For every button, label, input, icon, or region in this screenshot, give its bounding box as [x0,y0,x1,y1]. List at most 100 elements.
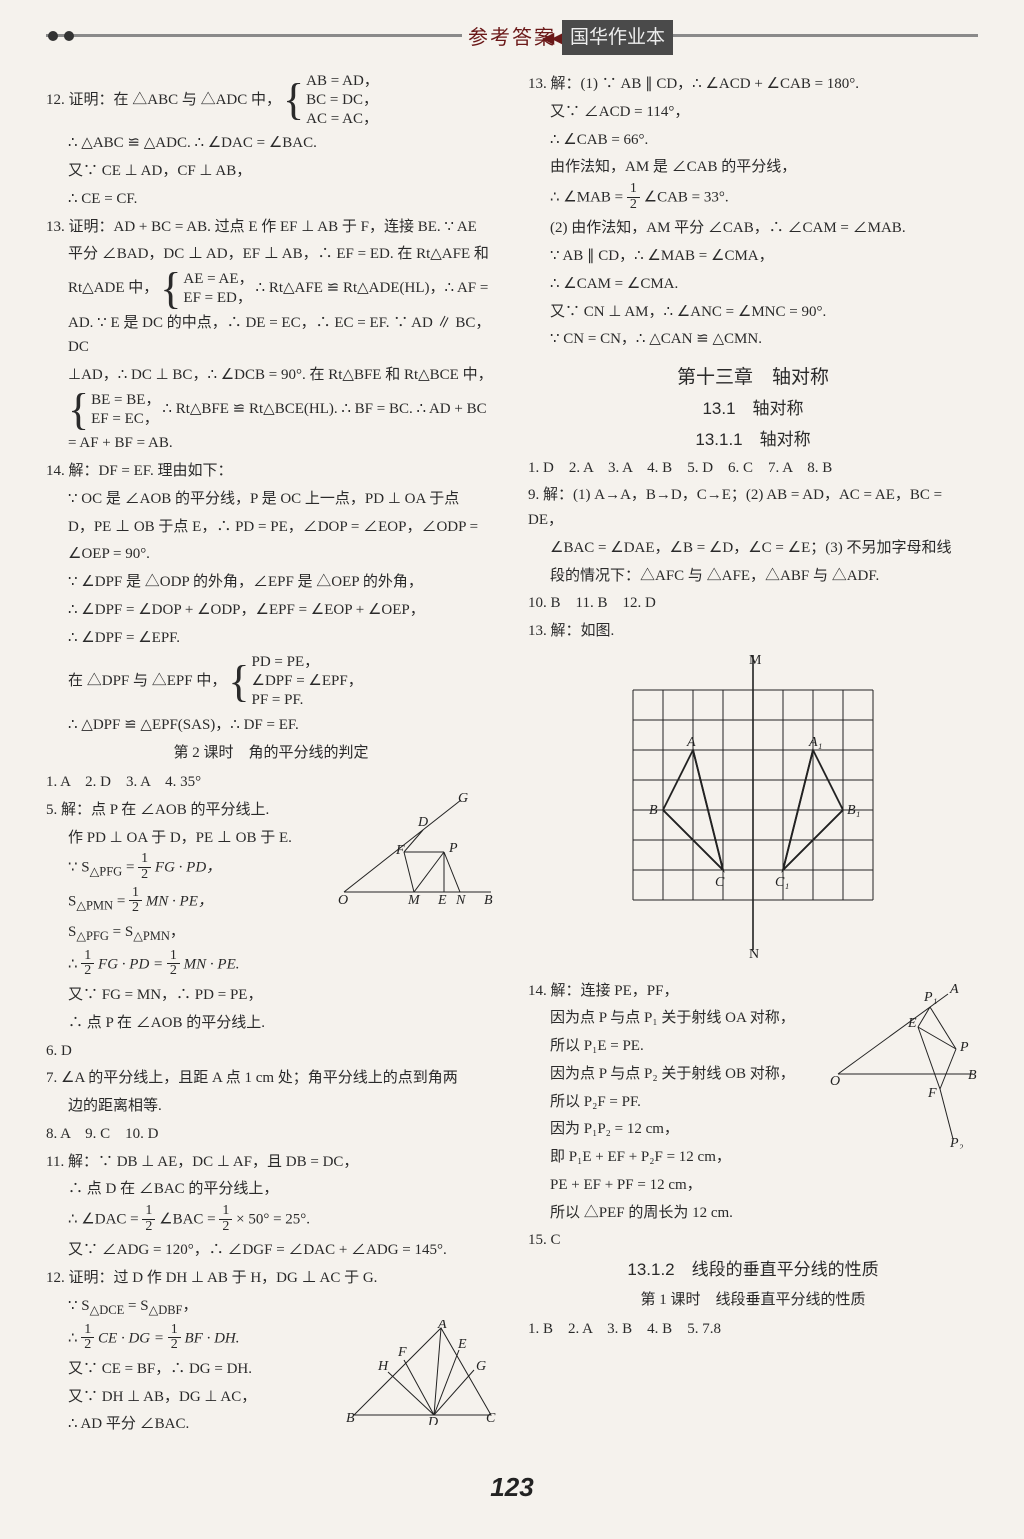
q14-brace: 在 △DPF 与 △EPF 中， { PD = PE， ∠DPF = ∠EPF，… [46,653,496,709]
svg-text:C₁: C₁ [775,875,789,890]
q11-eq: ∴ ∠DAC = 12 ∠BAC = 12 × 50° = 25°. [46,1205,496,1235]
svg-text:F: F [395,843,405,858]
r13-line: 由作法知，AM 是 ∠CAB 的平分线， [528,155,978,180]
svg-text:C: C [486,1411,496,1425]
svg-text:B₁: B₁ [847,803,860,818]
q12-proof-open: 12. 证明：在 △ABC 与 △ADC 中， { AB = AD， BC = … [46,72,496,128]
figure-aob: O M E N B F P D G [336,792,496,907]
q14-line: 所以 △PEF 的周长为 12 cm. [528,1201,978,1226]
r13-line: 又∵ ∠ACD = 114°， [528,100,978,125]
q14-line: ∴ ∠DPF = ∠EPF. [46,626,496,651]
svg-text:A: A [437,1320,447,1332]
q13-line: 平分 ∠BAD，DC ⊥ AD，EF ⊥ AB，∴ EF = ED. 在 Rt△… [46,242,496,267]
q12-line: ∴ △ABC ≌ △ADC. ∴ ∠DAC = ∠BAC. [46,131,496,156]
section-13-1-2-title: 13.1.2 线段的垂直平分线的性质 [528,1256,978,1284]
q12b-line: 12. 证明：过 D 作 DH ⊥ AB 于 H，DG ⊥ AC 于 G. [46,1266,496,1291]
q5-eq: S△PFG = S△PMN， [46,920,496,947]
q12-line: 又∵ CE ⊥ AD，CF ⊥ AB， [46,159,496,184]
chapter-13-title: 第十三章 轴对称 [528,362,978,393]
q13-line: 13. 证明：AD + BC = AB. 过点 E 作 EF ⊥ AB 于 F，… [46,215,496,240]
subtitle-lesson2: 第 2 课时 角的平分线的判定 [46,741,496,766]
q14-line: ∵ OC 是 ∠AOB 的平分线，P 是 OC 上一点，PD ⊥ OA 于点 [46,487,496,512]
svg-text:E: E [907,1016,917,1031]
svg-text:C: C [715,875,725,890]
svg-text:P: P [959,1040,969,1055]
subtitle-1312-lesson1: 第 1 课时 线段垂直平分线的性质 [528,1288,978,1313]
svg-text:M: M [407,893,421,907]
q9-line: ∠BAC = ∠DAE，∠B = ∠D，∠C = ∠E；(3) 不另加字母和线 [528,536,978,561]
svg-text:G: G [458,792,468,806]
svg-text:M: M [749,653,762,668]
svg-text:P₁: P₁ [923,990,937,1005]
svg-text:E: E [437,893,447,907]
r13-line: 13. 解：(1) ∵ AB ∥ CD，∴ ∠ACD + ∠CAB = 180°… [528,72,978,97]
svg-text:D: D [417,815,428,830]
figure-grid: M N A A₁ B B₁ C C₁ [603,650,903,960]
q14-line: ∵ ∠DPF 是 △ODP 的外角，∠EPF 是 △OEP 的外角， [46,570,496,595]
r13-line: ∵ AB ∥ CD，∴ ∠MAB = ∠CMA， [528,244,978,269]
q15-answer: 15. C [528,1228,978,1253]
svg-text:A₁: A₁ [808,735,822,750]
r13-line: (2) 由作法知，AM 平分 ∠CAB，∴ ∠CAM = ∠MAB. [528,216,978,241]
q13-brace2: { BE = BE， EF = EC， ∴ Rt△BFE ≌ Rt△BCE(HL… [46,391,496,429]
svg-text:O: O [338,893,348,907]
q7-line: 7. ∠A 的平分线上，且距 A 点 1 cm 处；角平分线上的点到角两 [46,1066,496,1091]
r13-eq: ∴ ∠MAB = 12 ∠CAB = 33°. [528,183,978,213]
q9-line: 段的情况下：△AFC 与 △AFE，△ABF 与 △ADF. [528,564,978,589]
section-13-1-1-title: 13.1.1 轴对称 [528,426,978,454]
section-13-1-title: 13.1 轴对称 [528,395,978,423]
svg-text:N: N [455,893,466,907]
q14-line: PE + EF + PF = 12 cm， [528,1173,978,1198]
answers-row: 1. B 2. A 3. B 4. B 5. 7.8 [528,1317,978,1342]
svg-text:N: N [749,947,759,960]
q5-with-figure: 5. 解：点 P 在 ∠AOB 的平分线上. O M E N B F P D G [46,798,496,823]
svg-text:B: B [346,1411,355,1425]
q7-line: 边的距离相等. [46,1094,496,1119]
q12-line: ∴ CE = CF. [46,187,496,212]
svg-text:F: F [927,1086,937,1101]
r13-line: ∴ ∠CAB = 66°. [528,128,978,153]
answers-row: 10. B 11. B 12. D [528,591,978,616]
svg-text:O: O [830,1074,840,1089]
q11-line: 又∵ ∠ADG = 120°，∴ ∠DGF = ∠DAC + ∠ADG = 14… [46,1238,496,1263]
svg-text:B: B [649,803,658,818]
header-badge: 国华作业本 [562,20,673,55]
svg-text:G: G [476,1359,486,1374]
q13-line: = AF + BF = AB. [46,431,496,456]
svg-text:B: B [968,1068,977,1083]
q11-line: 11. 解：∵ DB ⊥ AE，DC ⊥ AF，且 DB = DC， [46,1150,496,1175]
answers-row: 1. D 2. A 3. A 4. B 5. D 6. C 7. A 8. B [528,456,978,481]
r13-line: ∵ CN = CN，∴ △CAN ≌ △CMN. [528,327,978,352]
q14-line: ∴ ∠DPF = ∠DOP + ∠ODP，∠EPF = ∠EOP + ∠OEP， [46,598,496,623]
q12b-eq: ∵ S△DCE = S△DBF， [46,1294,496,1321]
r13-line: 又∵ CN ⊥ AM，∴ ∠ANC = ∠MNC = 90°. [528,300,978,325]
svg-text:D: D [427,1415,438,1425]
svg-text:A: A [686,735,696,750]
q5-eq: ∴ 12 FG · PD = 12 MN · PE. [46,950,496,980]
q14-line: ∠OEP = 90°. [46,542,496,567]
q13-line: AD. ∵ E 是 DC 的中点，∴ DE = EC，∴ EC = EF. ∵ … [46,311,496,361]
svg-text:B: B [484,893,493,907]
q13-intro: 13. 解：如图. [528,619,978,644]
q14-line: ∴ △DPF ≌ △EPF(SAS)，∴ DF = EF. [46,713,496,738]
answers-row: 8. A 9. C 10. D [46,1122,496,1147]
q5-line: ∴ 点 P 在 ∠AOB 的平分线上. [46,1011,496,1036]
q14-line: D，PE ⊥ OB 于点 E，∴ PD = PE，∠DOP = ∠EOP，∠OD… [46,515,496,540]
page-number: 123 [46,1466,978,1509]
svg-text:P: P [448,841,458,856]
q14-line: 14. 解：DF = EF. 理由如下： [46,459,496,484]
svg-text:F: F [397,1345,407,1360]
q14-with-fig: 14. 解：连接 PE，PF， O A B P P₁ P₂ E F [528,979,978,1004]
q13-line: ⊥AD，∴ DC ⊥ BC，∴ ∠DCB = 90°. 在 Rt△BFE 和 R… [46,363,496,388]
figure-grid-wrap: M N A A₁ B B₁ C C₁ [528,650,978,969]
r12-with-fig: ∴ 12 CE · DG = 12 BF · DH. A B C D E F G… [46,1324,496,1354]
q11-line: ∴ 点 D 在 ∠BAC 的平分线上， [46,1177,496,1202]
page-header: 参考答案 ◀◀◀ 国华作业本 [46,18,978,62]
q9-line: 9. 解：(1) A→A，B→D，C→E；(2) AB = AD，AC = AE… [528,483,978,533]
q6-answer: 6. D [46,1039,496,1064]
figure-triangle-abc: A B C D E F G H [346,1320,496,1425]
svg-text:E: E [457,1337,467,1352]
svg-text:A: A [949,982,959,997]
svg-text:P₂: P₂ [949,1136,964,1149]
q13-brace: Rt△ADE 中， { AE = AE， EF = ED， ∴ Rt△AFE ≌… [46,270,496,308]
